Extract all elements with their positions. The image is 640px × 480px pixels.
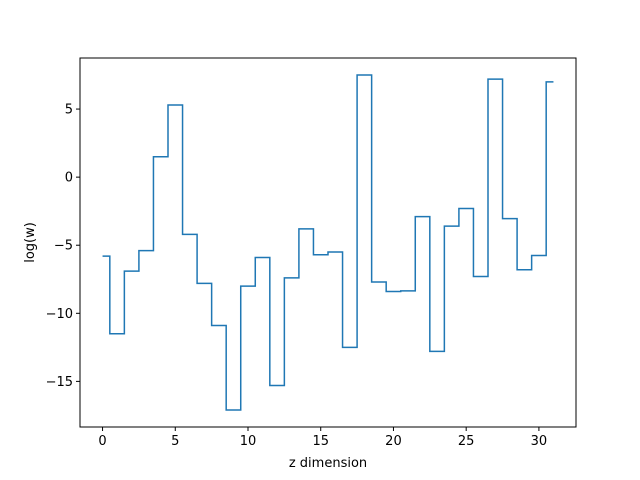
y-tick-label: −15 [46, 375, 73, 390]
x-tick-label: 0 [98, 434, 106, 449]
plot-area [102, 74, 554, 411]
axes-frame [79, 57, 577, 428]
y-tick-label: 5 [65, 103, 73, 118]
y-axis: −15 −10 −5 0 5 [46, 103, 80, 390]
x-tick-label: 30 [531, 434, 548, 449]
series-line-0 [102, 74, 554, 411]
y-tick-label: 0 [65, 171, 73, 186]
y-tick-label: −5 [54, 239, 73, 254]
x-tick-label: 15 [312, 434, 329, 449]
x-tick-label: 25 [458, 434, 475, 449]
y-tick-label: −10 [46, 307, 73, 322]
x-axis-label: z dimension [289, 456, 367, 471]
x-tick-label: 10 [240, 434, 257, 449]
x-tick-label: 20 [385, 434, 402, 449]
x-tick-label: 5 [171, 434, 179, 449]
x-axis: 0 5 10 15 20 25 30 [98, 427, 547, 449]
y-axis-label: log(w) [23, 222, 38, 263]
